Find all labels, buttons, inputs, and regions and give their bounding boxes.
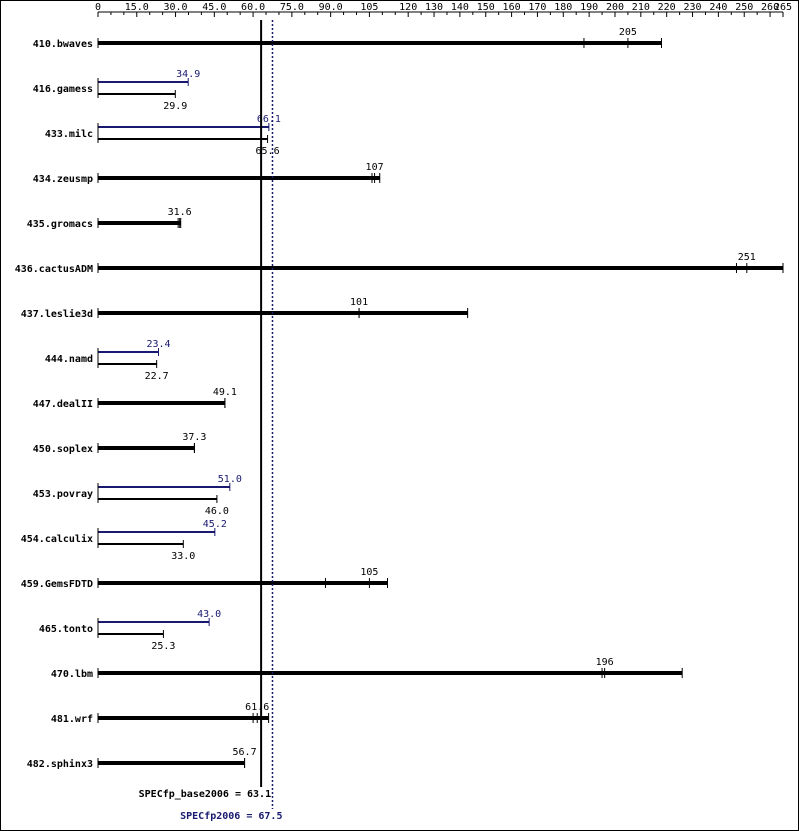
x-tick-label: 15.0: [125, 2, 149, 13]
x-tick-label: 0: [95, 2, 101, 13]
x-tick-label: 60.0: [241, 2, 265, 13]
benchmark-label: 437.leslie3d: [21, 308, 93, 320]
x-tick-label: 170: [528, 2, 546, 13]
benchmark-label: 459.GemsFDTD: [21, 579, 93, 590]
benchmark-row: 459.GemsFDTD 105: [21, 567, 389, 590]
peak-score-label: SPECfp2006 = 67.5: [180, 811, 282, 822]
x-tick-label: 45.0: [202, 2, 226, 13]
x-tick-label: 220: [658, 2, 676, 13]
benchmark-row: 453.povray 51.0 46.0: [33, 474, 242, 517]
base-value-label: 37.3: [182, 432, 206, 443]
benchmark-row: 444.namd 23.4 22.7: [45, 339, 171, 382]
base-value-label: 205: [619, 27, 637, 38]
base-value-label: 101: [350, 297, 368, 308]
benchmark-label: 435.gromacs: [27, 219, 93, 230]
benchmark-label: 436.cactusADM: [15, 264, 93, 275]
x-tick-label: 105: [360, 2, 378, 13]
base-value-label: 31.6: [168, 207, 192, 218]
x-tick-label: 260: [761, 2, 779, 13]
x-tick-label: 30.0: [164, 2, 188, 13]
benchmark-label: 434.zeusmp: [33, 174, 93, 185]
x-axis: 0 15.0 30.0 45.0 60.0 75.0 90.0 105 120 130 140 150…: [95, 2, 792, 17]
benchmark-row: 481.wrf 61.6: [51, 702, 269, 725]
benchmark-label: 453.povray: [33, 489, 93, 500]
base-value-label: 33.0: [171, 551, 195, 562]
x-tick-label: 120: [399, 2, 417, 13]
benchmark-label: 470.lbm: [51, 669, 93, 680]
x-tick-label: 200: [606, 2, 624, 13]
x-tick-label: 240: [709, 2, 727, 13]
benchmark-row: 470.lbm 196: [51, 657, 683, 680]
x-tick-label: 265: [774, 2, 792, 13]
benchmark-label: 433.milc: [45, 128, 93, 140]
x-tick-label: 160: [503, 2, 521, 13]
base-value-label: 61.6: [245, 702, 269, 713]
benchmark-row: 434.zeusmp 107: [33, 162, 384, 185]
bars: 410.bwaves 205 416.gamess 34.9 29.9 433.milc 6…: [15, 27, 784, 770]
base-value-label: 49.1: [213, 387, 237, 398]
benchmark-row: 437.leslie3d 101: [21, 297, 469, 320]
benchmark-label: 416.gamess: [33, 84, 93, 95]
benchmark-row: 465.tonto 43.0 25.3: [39, 609, 221, 652]
peak-value-label: 66.1: [257, 114, 281, 125]
benchmark-label: 444.namd: [45, 354, 93, 365]
peak-value-label: 23.4: [146, 339, 170, 350]
benchmark-row: 450.soplex 37.3: [33, 432, 207, 455]
benchmark-row: 435.gromacs 31.6: [27, 207, 192, 230]
base-value-label: 107: [366, 162, 384, 173]
base-score-label: SPECfp_base2006 = 63.1: [139, 789, 271, 800]
x-tick-label: 210: [632, 2, 650, 13]
benchmark-label: 482.sphinx3: [27, 758, 93, 770]
peak-value-label: 34.9: [176, 69, 200, 80]
benchmark-row: 447.dealII 49.1: [33, 387, 237, 410]
base-value-label: 46.0: [205, 506, 229, 517]
x-tick-label: 230: [683, 2, 701, 13]
base-value-label: 29.9: [163, 101, 187, 112]
x-tick-label: 140: [451, 2, 469, 13]
base-value-label: 105: [360, 567, 378, 578]
base-value-label: 196: [596, 657, 614, 668]
benchmark-row: 436.cactusADM 251: [15, 252, 784, 275]
peak-value-label: 43.0: [197, 609, 221, 620]
benchmark-row: 433.milc 66.1 65.6: [45, 114, 281, 157]
benchmark-row: 416.gamess 34.9 29.9: [33, 69, 200, 112]
benchmark-row: 482.sphinx3 56.7: [27, 747, 257, 770]
benchmark-row: 410.bwaves 205: [33, 27, 663, 50]
base-value-label: 25.3: [151, 641, 175, 652]
benchmark-label: 447.dealII: [33, 399, 93, 410]
base-value-label: 251: [738, 252, 756, 263]
x-tick-label: 190: [580, 2, 598, 13]
x-tick-label: 130: [425, 2, 443, 13]
x-tick-label: 150: [477, 2, 495, 13]
base-value-label: 65.6: [256, 146, 280, 157]
benchmark-label: 410.bwaves: [33, 39, 93, 50]
benchmark-row: 454.calculix 45.2 33.0: [21, 519, 227, 562]
benchmark-label: 450.soplex: [33, 444, 93, 455]
benchmark-label: 481.wrf: [51, 714, 93, 725]
x-tick-label: 180: [554, 2, 572, 13]
reference-lines: SPECfp_base2006 = 63.1 SPECfp2006 = 67.5: [139, 20, 282, 822]
x-tick-label: 90.0: [319, 2, 343, 13]
peak-value-label: 51.0: [218, 474, 242, 485]
base-value-label: 22.7: [145, 371, 169, 382]
x-tick-label: 75.0: [280, 2, 304, 13]
benchmark-label: 454.calculix: [21, 533, 93, 545]
x-tick-label: 250: [735, 2, 753, 13]
peak-value-label: 45.2: [203, 519, 227, 530]
base-value-label: 56.7: [233, 747, 257, 758]
benchmark-label: 465.tonto: [39, 624, 93, 635]
